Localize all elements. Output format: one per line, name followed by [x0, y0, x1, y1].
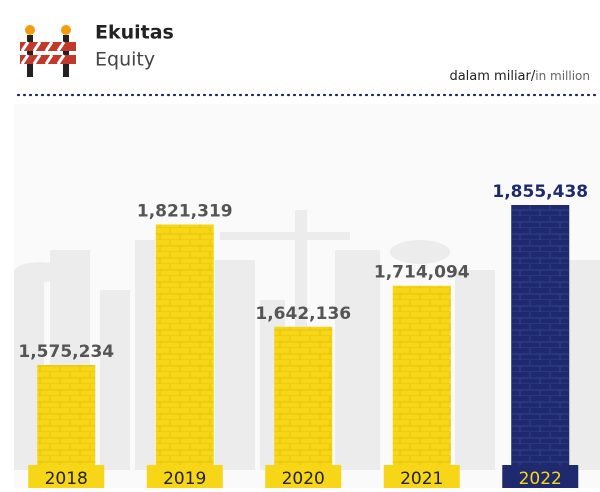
unit-note-id: dalam miliar/ — [449, 69, 535, 84]
x-tick-label: 2020 — [282, 469, 325, 488]
chart-subtitle: Equity — [95, 49, 155, 71]
value-label: 1,855,438 — [492, 182, 588, 202]
bar-texture — [37, 365, 96, 465]
value-label: 1,642,136 — [255, 304, 351, 324]
category-box — [265, 465, 342, 488]
category-box — [502, 465, 579, 488]
bar-texture — [274, 326, 333, 465]
value-label: 1,714,094 — [374, 263, 470, 283]
category-box — [383, 465, 460, 488]
x-tick-label: 2021 — [400, 469, 443, 488]
bar-texture — [392, 285, 451, 465]
x-tick-label: 2022 — [519, 469, 562, 488]
category-box — [28, 465, 105, 488]
bar-texture — [511, 205, 570, 465]
barrier-icon — [20, 25, 76, 77]
x-tick-label: 2019 — [163, 469, 206, 488]
unit-note: dalam miliar/in million — [449, 69, 590, 84]
x-tick-label: 2018 — [45, 469, 88, 488]
unit-note-en: in million — [535, 69, 590, 83]
bar-texture — [155, 224, 214, 465]
chart-title: Ekuitas — [95, 22, 174, 44]
value-label: 1,821,319 — [137, 201, 233, 221]
value-label: 1,575,234 — [18, 342, 114, 362]
category-box — [146, 465, 223, 488]
